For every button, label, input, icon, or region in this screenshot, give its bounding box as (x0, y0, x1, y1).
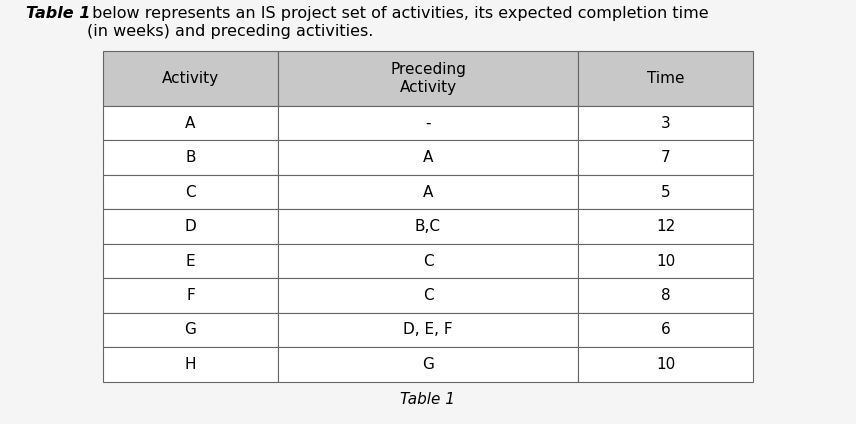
Text: below represents an IS project set of activities, its expected completion time
(: below represents an IS project set of ac… (87, 6, 709, 39)
Text: B,C: B,C (415, 219, 441, 234)
Text: C: C (423, 288, 433, 303)
Text: B: B (185, 150, 196, 165)
Text: Time: Time (646, 71, 684, 86)
Text: F: F (186, 288, 195, 303)
Text: A: A (423, 184, 433, 200)
Text: 10: 10 (656, 254, 675, 268)
Text: 10: 10 (656, 357, 675, 372)
Text: 5: 5 (661, 184, 670, 200)
Text: Table 1: Table 1 (26, 6, 90, 21)
Text: D, E, F: D, E, F (403, 322, 453, 338)
Text: D: D (185, 219, 196, 234)
Text: G: G (422, 357, 434, 372)
Text: C: C (185, 184, 196, 200)
Text: 12: 12 (656, 219, 675, 234)
Text: 7: 7 (661, 150, 670, 165)
Text: 8: 8 (661, 288, 670, 303)
Text: E: E (186, 254, 195, 268)
Text: 6: 6 (661, 322, 670, 338)
Text: -: - (425, 116, 431, 131)
Text: 3: 3 (661, 116, 670, 131)
Text: G: G (185, 322, 197, 338)
Text: C: C (423, 254, 433, 268)
Text: A: A (423, 150, 433, 165)
Text: A: A (186, 116, 196, 131)
Text: Activity: Activity (162, 71, 219, 86)
Text: Preceding
Activity: Preceding Activity (390, 61, 466, 95)
Text: Table 1: Table 1 (401, 392, 455, 407)
Text: H: H (185, 357, 196, 372)
